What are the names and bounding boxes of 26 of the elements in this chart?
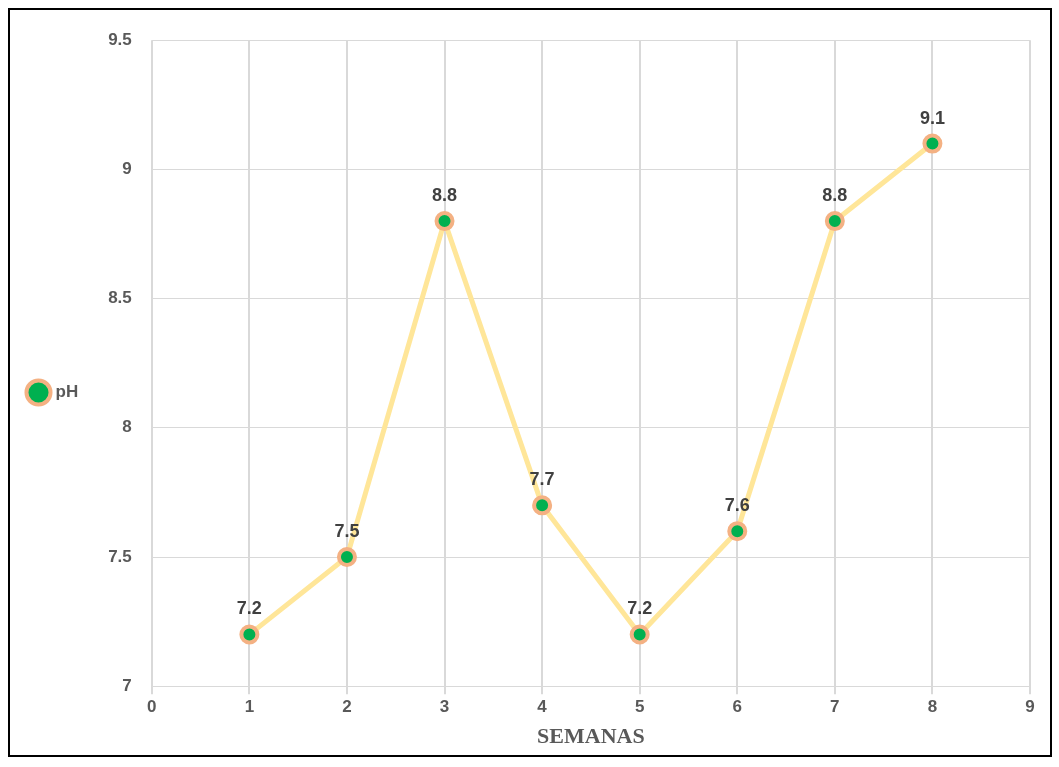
data-label: 7.6 (724, 495, 750, 516)
x-tick-label: 5 (634, 697, 645, 717)
y-tick-label: 9.5 (108, 29, 132, 49)
data-label: 8.8 (432, 185, 458, 206)
x-tick-label: 6 (732, 697, 742, 717)
x-tick-label: 4 (537, 697, 548, 717)
data-label: 7.2 (236, 598, 262, 619)
x-tick-label: 0 (147, 697, 157, 717)
data-label: 8.8 (822, 185, 848, 206)
y-tick-label: 8.5 (108, 288, 132, 308)
y-tick-label: 7 (122, 675, 132, 695)
data-label: 7.7 (529, 469, 555, 490)
x-tick-label: 8 (927, 697, 938, 717)
data-label: 9.1 (919, 107, 945, 128)
x-tick-label: 9 (1025, 697, 1035, 717)
x-tick-label: 7 (830, 697, 840, 717)
y-tick-label: 8 (122, 417, 132, 437)
y-tick-label: 9 (122, 159, 132, 179)
data-label: 7.5 (334, 520, 360, 541)
x-tick-label: 3 (439, 697, 450, 717)
x-axis-title: SEMANAS (537, 723, 645, 749)
y-tick-label: 7.5 (108, 546, 132, 566)
x-tick-label: 2 (342, 697, 352, 717)
legend-label: pH (55, 382, 79, 402)
x-tick-label: 1 (244, 697, 255, 717)
data-label: 7.2 (627, 598, 653, 619)
